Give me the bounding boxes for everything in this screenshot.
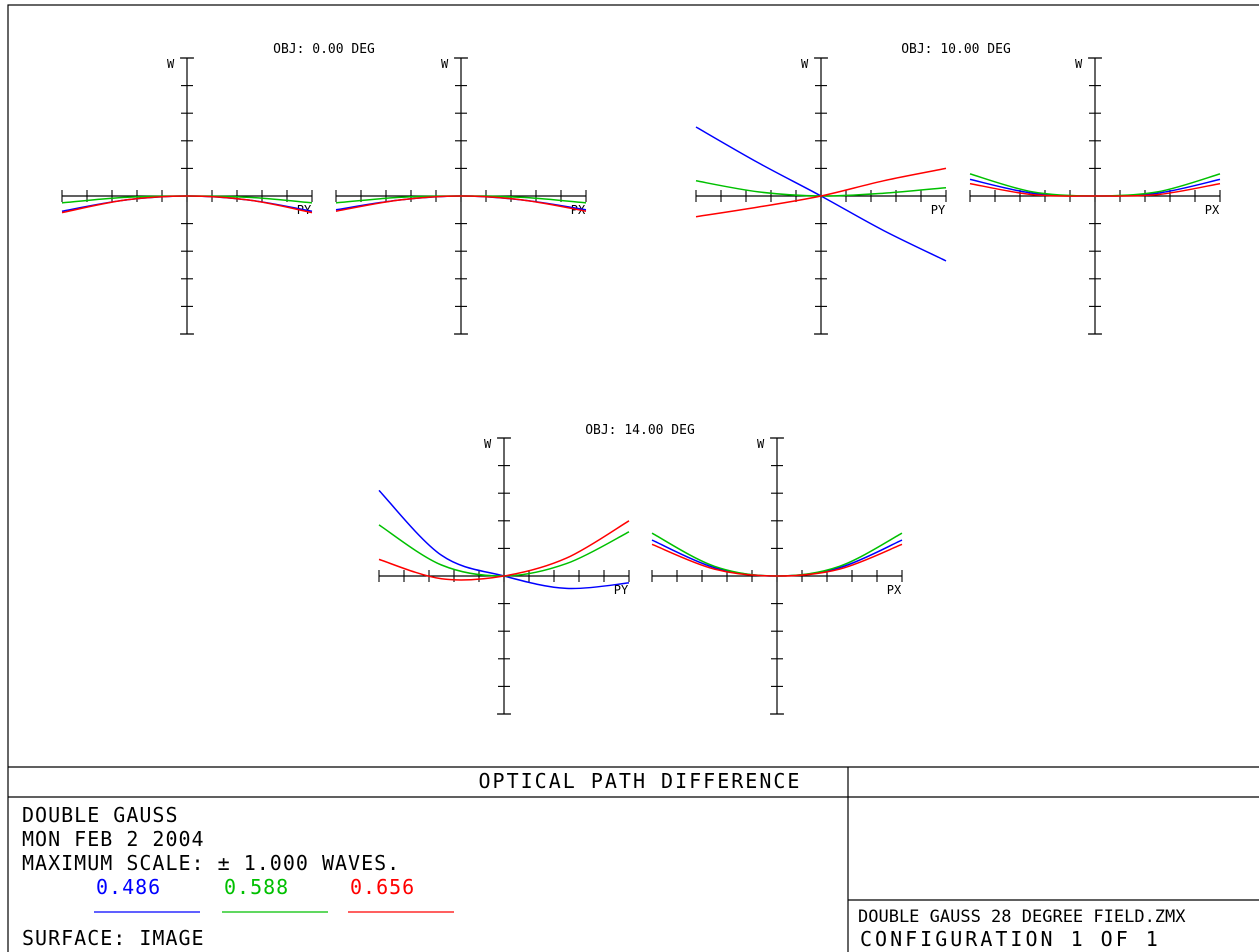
series-line-0-656 <box>969 182 1221 197</box>
outer-frame <box>7 4 1259 952</box>
fan-plot: W PX <box>969 57 1221 335</box>
lens-name: DOUBLE GAUSS <box>22 803 179 827</box>
fan-plot: W PX <box>651 437 903 715</box>
fan-plot: W PY <box>695 57 947 335</box>
fan-plot: WPX <box>335 57 587 335</box>
wavelength-label: 0.588 <box>224 875 289 899</box>
series-line-0-656 <box>695 167 947 218</box>
y-axis-label: W <box>801 57 809 71</box>
x-axis-label: PX <box>1205 203 1220 217</box>
x-axis-label: PY <box>931 203 946 217</box>
wavelength-label: 0.656 <box>350 875 415 899</box>
configuration-label: CONFIGURATION 1 OF 1 <box>860 927 1161 951</box>
field-title: OBJ: 0.00 DEG <box>273 42 375 57</box>
x-axis-label: PX <box>887 583 902 597</box>
field-panel: OBJ: 14.00 DEG W PY W PX <box>378 423 903 715</box>
y-axis-label: W <box>441 57 449 71</box>
wavelength-label: 0.486 <box>96 875 161 899</box>
series-line-0-656 <box>651 543 903 577</box>
y-axis-label: W <box>1075 57 1083 71</box>
y-axis-label: W <box>757 437 765 451</box>
max-scale: MAXIMUM SCALE: ± 1.000 WAVES. <box>22 851 400 875</box>
plot-date: MON FEB 2 2004 <box>22 827 205 851</box>
y-axis-label: W <box>167 57 175 71</box>
series-line-0-656 <box>378 520 630 581</box>
wavelength-legend: 0.486 0.588 0.656 <box>94 875 454 913</box>
footer-title: OPTICAL PATH DIFFERENCE <box>479 769 802 793</box>
y-axis-label: W <box>484 437 492 451</box>
fan-plot: W PY <box>378 437 630 715</box>
series-line-0-656 <box>61 195 313 214</box>
x-axis-label: PY <box>614 583 629 597</box>
series-line-0-656 <box>335 195 587 212</box>
file-name: DOUBLE GAUSS 28 DEGREE FIELD.ZMX <box>858 907 1186 927</box>
field-title: OBJ: 14.00 DEG <box>585 423 695 438</box>
surface-label: SURFACE: IMAGE <box>22 926 205 950</box>
field-title: OBJ: 10.00 DEG <box>901 42 1011 57</box>
fan-plot: WPY <box>61 57 313 335</box>
field-panel: OBJ: 10.00 DEG W PY W PX <box>695 42 1221 335</box>
